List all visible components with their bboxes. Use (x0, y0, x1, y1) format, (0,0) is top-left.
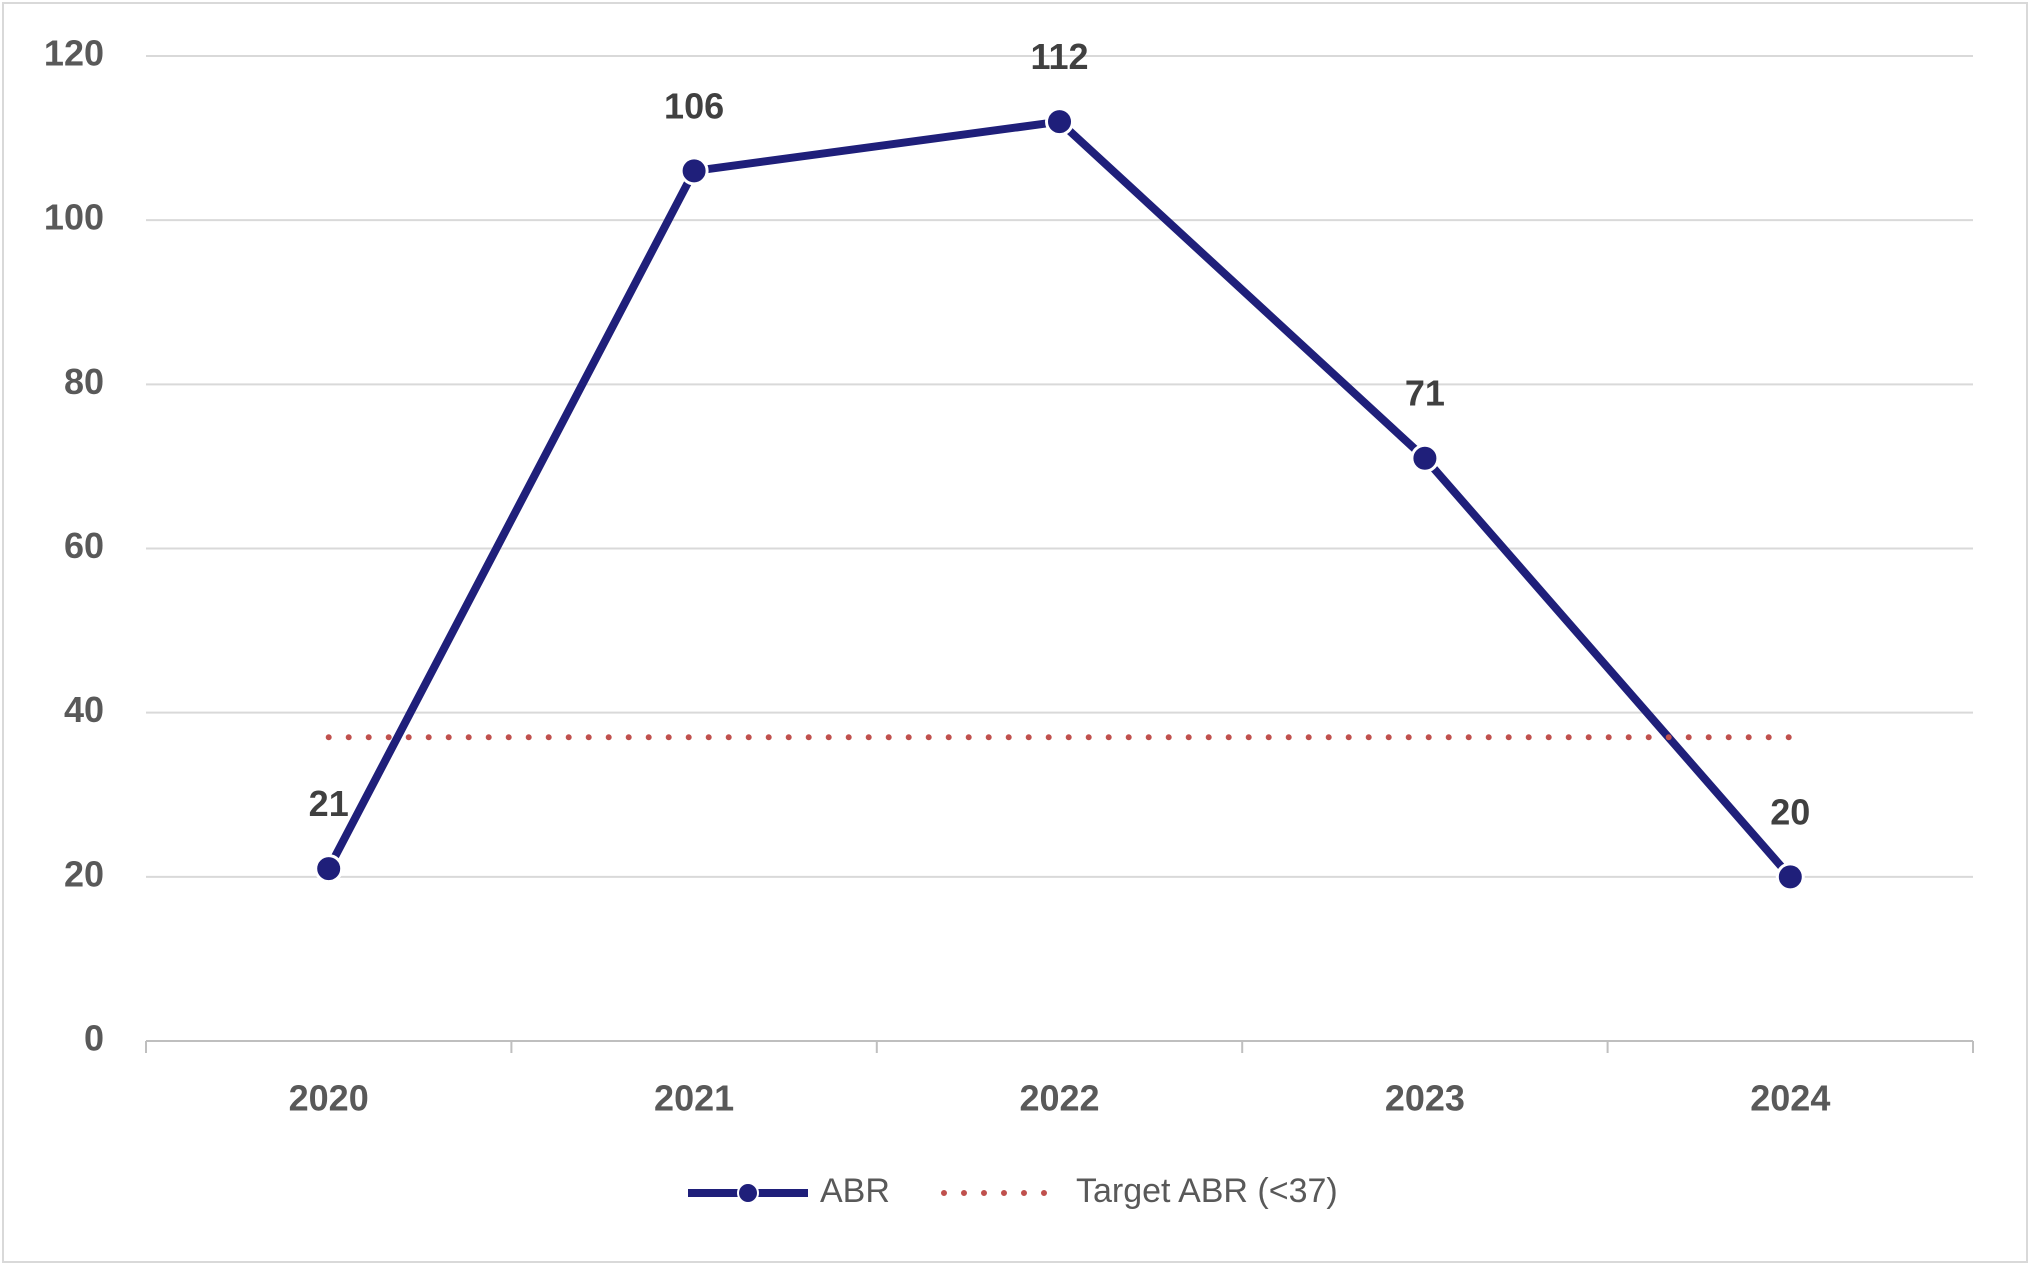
y-tick-label: 100 (44, 197, 104, 238)
x-tick-label: 2024 (1750, 1078, 1830, 1119)
legend-marker (737, 1182, 759, 1204)
data-label: 21 (309, 783, 349, 824)
point-marker (314, 854, 344, 884)
x-tick-label: 2022 (1019, 1078, 1099, 1119)
data-label: 106 (664, 85, 724, 126)
point-marker (1045, 107, 1074, 137)
x-tick-label: 2021 (654, 1078, 734, 1119)
point-marker (679, 156, 709, 186)
data-label: 71 (1405, 373, 1445, 414)
y-tick-label: 60 (64, 525, 104, 566)
point-marker (1775, 862, 1805, 892)
x-tick-label: 2020 (289, 1078, 369, 1119)
y-tick-label: 40 (64, 689, 104, 730)
x-tick-label: 2023 (1385, 1078, 1465, 1119)
y-tick-label: 120 (44, 33, 104, 74)
y-tick-label: 0 (84, 1018, 104, 1059)
y-tick-label: 20 (64, 853, 104, 894)
legend-label: ABR (820, 1172, 890, 1210)
point-marker (1410, 443, 1440, 473)
legend-label: Target ABR (<37) (1076, 1172, 1338, 1210)
data-label: 112 (1030, 36, 1088, 77)
data-label: 20 (1770, 791, 1810, 832)
y-tick-label: 80 (64, 361, 104, 402)
